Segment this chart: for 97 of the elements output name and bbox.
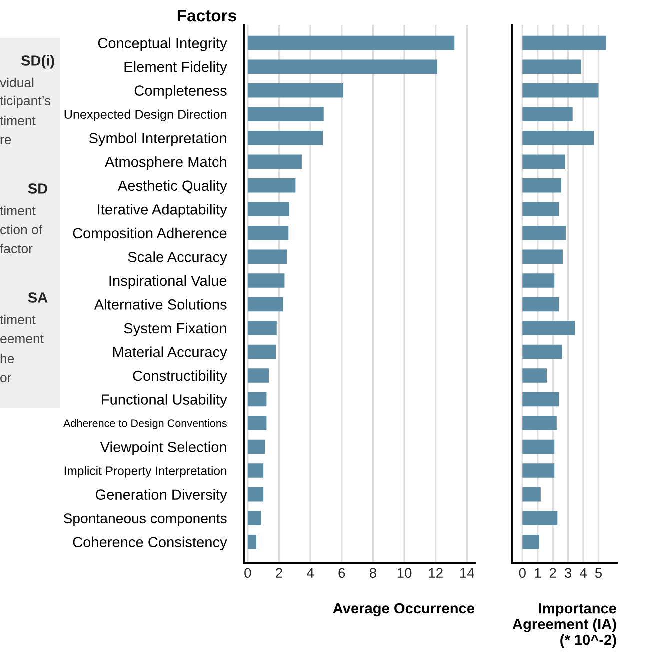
bar <box>522 487 541 502</box>
bar <box>522 297 560 312</box>
bar <box>522 226 566 240</box>
bar <box>248 392 267 407</box>
bar <box>248 274 285 288</box>
text: timent <box>0 206 36 216</box>
bar <box>522 344 562 360</box>
bar <box>522 534 540 550</box>
bar <box>248 107 324 122</box>
x-tick-label: 1 <box>535 568 542 578</box>
x-tick-label: 12 <box>429 568 443 578</box>
x-tick-label: 4 <box>580 568 587 578</box>
bar <box>522 178 562 193</box>
bar <box>248 226 289 240</box>
y-tick-label: Composition Adherence <box>73 228 227 242</box>
y-tick-label: Generation Diversity <box>96 489 228 503</box>
x-axis-title: Importance Agreement (IA) (* 10^-2) <box>512 604 617 648</box>
bar <box>522 440 555 454</box>
bar <box>248 416 267 430</box>
bar <box>248 130 324 146</box>
y-tick-label: Adherence to Design Conventions <box>64 419 227 430</box>
y-tick-label: Alternative Solutions <box>94 299 227 310</box>
bar <box>248 60 438 74</box>
x-tick-label: 6 <box>338 568 346 578</box>
x-tick-label: 0 <box>244 568 252 578</box>
x-tick-label: 8 <box>370 568 376 578</box>
bar <box>522 392 560 407</box>
y-tick-label: Viewpoint Selection <box>100 442 226 456</box>
y-tick-label: Element Fidelity <box>124 62 228 76</box>
text: vidual <box>0 78 34 88</box>
y-tick-label: Constructibility <box>133 370 228 384</box>
text: he <box>0 354 14 364</box>
bar <box>522 107 573 122</box>
text: timent <box>0 116 36 126</box>
bar <box>248 464 264 478</box>
bar <box>522 511 558 526</box>
y-tick-label: Aesthetic Quality <box>118 180 228 194</box>
x-tick-label: 2 <box>550 568 556 578</box>
bar <box>248 534 257 550</box>
bar <box>522 368 547 383</box>
text: ction of <box>0 224 43 235</box>
bar <box>248 178 296 193</box>
y-tick-label: Functional Usability <box>102 394 228 408</box>
text: SA <box>28 292 48 303</box>
y-tick-label: Unexpected Design Direction <box>64 110 227 122</box>
bar <box>248 344 276 360</box>
y-tick-label: Implicit Property Interpretation <box>64 466 227 478</box>
text: SD <box>28 184 48 194</box>
text: or <box>0 375 12 383</box>
bar <box>522 416 557 430</box>
y-tick-label: Iterative Adaptability <box>98 204 228 218</box>
bar <box>248 250 288 264</box>
bar <box>522 60 582 74</box>
y-tick-label: Inspirational Value <box>110 275 227 290</box>
text: timent <box>0 314 36 325</box>
bar <box>248 368 270 383</box>
y-tick-label: Scale Accuracy <box>128 252 228 266</box>
chart-title: Factors <box>178 10 236 22</box>
bar <box>248 487 264 502</box>
bar <box>248 83 344 98</box>
text: SD(i) <box>21 55 54 69</box>
bar <box>522 154 566 170</box>
y-tick-label: Completeness <box>134 85 227 99</box>
y-tick-label: System Fixation <box>124 322 226 337</box>
bar <box>522 83 599 98</box>
y-tick-label: Coherence Consistency <box>73 536 228 550</box>
x-tick-label: 0 <box>519 568 526 578</box>
bar <box>522 321 576 336</box>
y-tick-label: Spontaneous components <box>64 514 227 526</box>
y-tick-label: Material Accuracy <box>113 346 228 360</box>
x-tick-label: 10 <box>398 568 412 578</box>
bar <box>522 274 555 288</box>
bar <box>248 440 266 454</box>
text: re <box>0 137 12 145</box>
x-tick-label: 2 <box>276 568 282 578</box>
x-tick-label: 4 <box>307 568 314 578</box>
bar <box>248 202 290 217</box>
bar <box>248 321 277 336</box>
y-tick-label: Symbol Interpretation <box>89 132 226 146</box>
x-tick-label: 14 <box>460 568 474 578</box>
y-tick-label: Atmosphere Match <box>104 156 226 170</box>
x-tick-label: 3 <box>564 568 572 578</box>
text: factor <box>0 244 33 254</box>
bar <box>522 202 560 217</box>
x-tick-label: 5 <box>595 568 602 578</box>
x-axis-title: Average Occurrence <box>333 603 475 617</box>
bar <box>248 297 284 312</box>
text: ticipant’s <box>0 96 51 108</box>
bar <box>248 36 455 50</box>
bar <box>522 464 555 478</box>
y-tick-label: Conceptual Integrity <box>98 38 228 52</box>
bar <box>522 250 563 264</box>
bar <box>522 130 594 146</box>
bar <box>248 154 302 170</box>
bar <box>522 36 606 50</box>
text: eement <box>0 334 44 344</box>
bar <box>248 511 262 526</box>
